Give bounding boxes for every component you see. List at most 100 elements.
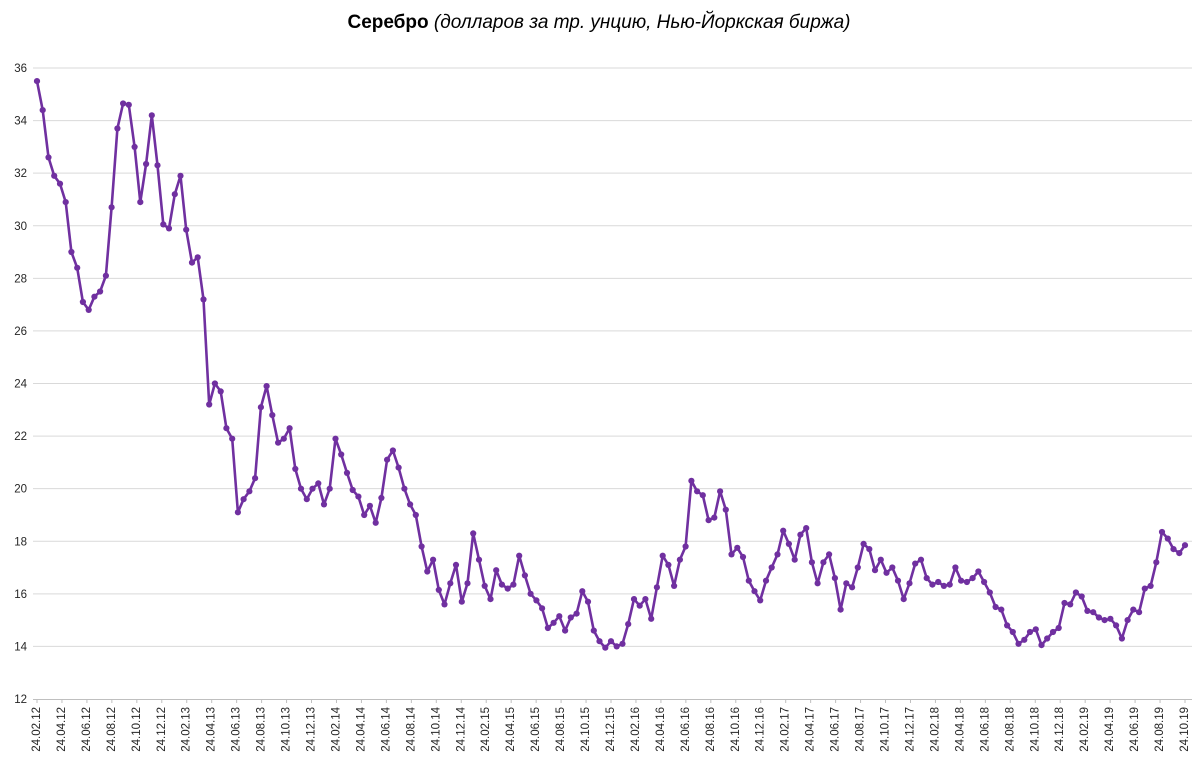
data-point-marker	[401, 485, 408, 492]
data-point-marker	[458, 598, 465, 605]
x-axis-label: 24.06.16	[680, 707, 692, 752]
data-point-marker	[602, 644, 609, 651]
data-point-marker	[562, 627, 569, 634]
data-point-marker	[303, 496, 310, 503]
x-axis-label: 24.02.13	[181, 707, 193, 752]
data-point-marker	[952, 564, 959, 571]
price-line-series	[35, 79, 1187, 649]
data-point-marker	[739, 553, 747, 561]
data-point-marker	[171, 191, 178, 198]
data-point-marker	[567, 614, 574, 621]
x-axis-label: 24.02.19	[1079, 707, 1091, 752]
data-point-marker	[929, 581, 936, 588]
data-point-marker	[625, 621, 632, 628]
data-point-marker	[211, 380, 218, 387]
data-point-marker	[188, 259, 196, 266]
data-point-marker	[97, 288, 104, 295]
data-point-marker	[475, 556, 483, 563]
data-point-marker	[1164, 535, 1171, 542]
data-point-marker	[1130, 606, 1137, 613]
data-point-marker	[234, 509, 241, 516]
data-point-marker	[470, 530, 477, 537]
data-point-marker	[774, 551, 781, 558]
x-axis-label: 24.02.16	[630, 707, 642, 752]
data-point-marker	[757, 597, 764, 604]
y-axis-label: 32	[14, 168, 27, 180]
data-point-marker	[556, 613, 563, 620]
data-point-marker	[871, 567, 879, 574]
data-point-marker	[981, 578, 988, 586]
x-axis-label: 24.12.17	[904, 707, 916, 752]
data-point-marker	[958, 577, 965, 584]
data-point-marker	[550, 619, 557, 626]
data-point-marker	[1170, 546, 1177, 553]
data-point-marker	[780, 527, 787, 534]
data-point-marker	[269, 412, 276, 419]
data-point-marker	[923, 575, 930, 582]
data-point-marker	[785, 540, 793, 548]
data-point-marker	[975, 568, 982, 575]
x-axis-label: 24.04.15	[505, 707, 517, 752]
data-point-marker	[33, 78, 41, 85]
data-point-marker	[1118, 635, 1125, 642]
data-point-marker	[504, 585, 511, 592]
data-point-marker	[889, 564, 896, 571]
data-point-marker	[39, 107, 46, 114]
x-axis-label: 24.04.19	[1104, 707, 1116, 752]
data-point-marker	[297, 485, 305, 492]
data-point-marker	[223, 425, 230, 432]
data-point-marker	[527, 590, 534, 597]
x-axis-label: 24.06.18	[979, 707, 991, 752]
data-point-marker	[1095, 614, 1102, 621]
data-point-marker	[280, 435, 287, 442]
data-point-marker	[544, 624, 552, 632]
chart-title: Серебро (долларов за тр. унцию, Нью-Йорк…	[0, 12, 1198, 34]
data-point-marker	[1153, 559, 1160, 566]
data-point-marker	[1026, 628, 1034, 636]
x-axis-label: 24.06.19	[1129, 707, 1141, 752]
data-point-marker	[441, 601, 448, 608]
data-point-marker	[791, 556, 798, 563]
data-point-marker	[148, 112, 155, 119]
data-point-marker	[343, 469, 351, 476]
data-point-marker	[183, 226, 190, 233]
x-axis-label: 24.04.16	[655, 707, 667, 752]
data-point-marker	[320, 501, 328, 508]
data-point-marker	[969, 575, 976, 582]
data-point-marker	[717, 488, 724, 495]
data-point-marker	[1084, 607, 1091, 615]
data-point-marker	[1158, 528, 1166, 536]
data-point-marker	[315, 480, 322, 487]
data-point-marker	[91, 293, 98, 300]
data-point-marker	[332, 435, 339, 442]
y-axis-label: 26	[14, 326, 27, 338]
data-point-marker	[252, 475, 259, 482]
x-axis-label: 24.08.13	[256, 707, 268, 752]
data-point-marker	[355, 493, 362, 500]
data-point-marker	[992, 603, 999, 611]
data-point-marker	[125, 101, 132, 108]
data-point-marker	[384, 456, 391, 463]
data-point-marker	[826, 551, 833, 558]
data-point-marker	[877, 556, 884, 563]
data-point-marker	[521, 572, 529, 579]
data-point-marker	[619, 640, 626, 647]
x-axis-label: 24.08.16	[705, 707, 717, 752]
data-point-marker	[820, 559, 827, 566]
data-point-marker	[1181, 542, 1189, 549]
data-point-marker	[114, 125, 121, 132]
data-point-marker	[539, 605, 546, 612]
data-point-marker	[1136, 609, 1143, 616]
data-point-marker	[389, 447, 396, 454]
data-point-marker	[596, 638, 603, 645]
data-point-marker	[275, 439, 282, 446]
data-point-marker	[263, 383, 270, 390]
data-point-marker	[338, 451, 345, 458]
data-point-marker	[74, 264, 81, 271]
x-axis-label: 24.10.16	[730, 707, 742, 752]
x-axis-label: 24.10.12	[131, 707, 143, 752]
data-point-marker	[154, 162, 161, 169]
y-axis-label: 18	[14, 536, 27, 548]
data-point-marker	[366, 502, 373, 509]
data-point-marker	[831, 575, 839, 582]
